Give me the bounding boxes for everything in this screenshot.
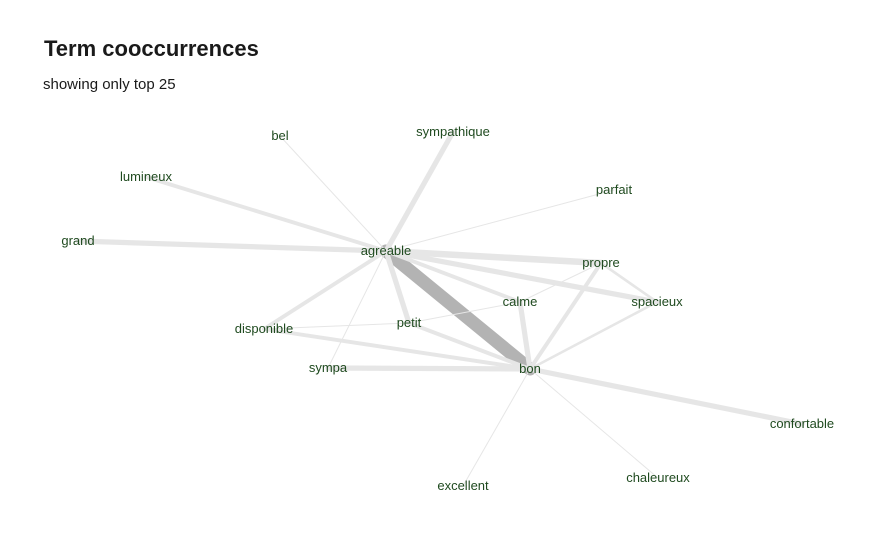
node-label-petit[interactable]: petit <box>397 315 422 330</box>
edge-agreable-bon <box>379 244 537 376</box>
edge-agreable-petit <box>383 248 412 326</box>
node-label-grand[interactable]: grand <box>61 233 94 248</box>
node-label-propre[interactable]: propre <box>582 255 620 270</box>
node-label-calme[interactable]: calme <box>503 294 538 309</box>
edge-bon-spacieux <box>528 300 659 371</box>
chart-subtitle: showing only top 25 <box>43 76 176 93</box>
edge-agreable-grand <box>75 238 389 254</box>
edge-propre-spacieux <box>599 261 659 304</box>
edge-agreable-spacieux <box>383 248 660 305</box>
edge-bon-calme <box>517 299 533 372</box>
node-layer: agreable bon grand lumineux bel sympathique pa… <box>61 124 834 493</box>
edge-agreable-bel <box>279 135 387 252</box>
edge-agreable-sympa <box>327 250 387 369</box>
node-label-bel[interactable]: bel <box>271 128 288 143</box>
edge-bon-propre <box>528 261 603 371</box>
chart-title: Term cooccurrences <box>44 36 259 61</box>
node-label-excellent[interactable]: excellent <box>437 478 489 493</box>
node-label-sympa[interactable]: sympa <box>309 360 348 375</box>
node-label-agreable[interactable]: agreable <box>361 243 412 258</box>
edge-agreable-propre <box>382 247 605 267</box>
node-label-sympathique[interactable]: sympathique <box>416 124 490 139</box>
edge-bon-confortable <box>527 366 805 427</box>
node-label-chaleureux[interactable]: chaleureux <box>626 470 690 485</box>
edge-agreable-parfait <box>385 189 615 252</box>
node-label-parfait[interactable]: parfait <box>596 182 633 197</box>
edge-disponible-petit <box>263 322 410 330</box>
node-label-spacieux[interactable]: spacieux <box>631 294 683 309</box>
edge-calme-propre <box>519 262 602 303</box>
edge-calme-petit <box>408 301 521 324</box>
edge-layer <box>75 129 805 487</box>
edge-agreable-disponible <box>262 249 388 331</box>
edge-bon-petit <box>407 321 532 371</box>
edge-bon-disponible <box>262 327 532 371</box>
node-label-confortable[interactable]: confortable <box>770 416 834 431</box>
edge-agreable-sympathique <box>383 129 456 254</box>
node-label-bon[interactable]: bon <box>519 361 541 376</box>
edge-bon-sympa <box>325 365 533 372</box>
edge-agreable-calme <box>384 249 522 304</box>
edge-bon-chaleureux <box>529 368 659 479</box>
node-label-lumineux[interactable]: lumineux <box>120 169 173 184</box>
node-label-disponible[interactable]: disponible <box>235 321 294 336</box>
edge-bon-excellent <box>462 368 531 487</box>
edge-agreable-lumineux <box>144 175 388 253</box>
